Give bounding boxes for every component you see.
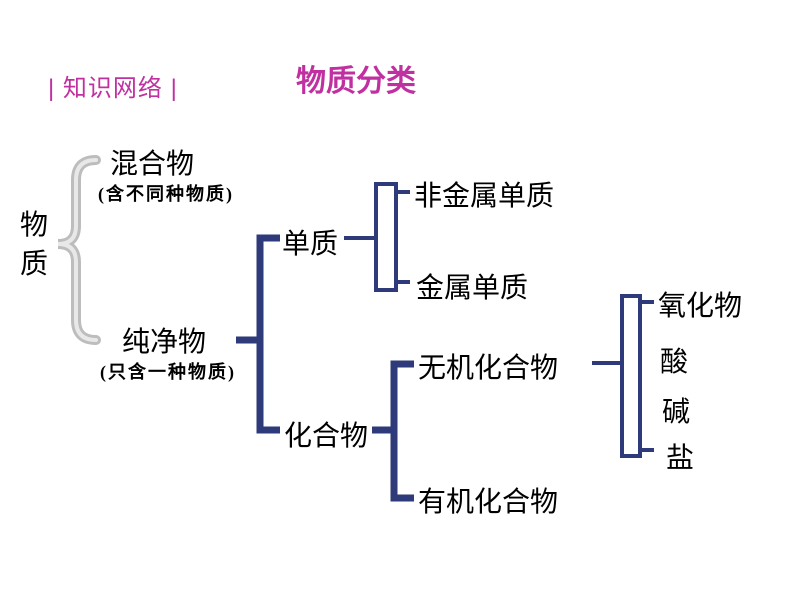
bracket-compound xyxy=(394,364,414,498)
node-mixture: 混合物 xyxy=(110,142,194,182)
bracket-root-inner xyxy=(58,160,96,340)
header-label: | 知识网络 | xyxy=(48,68,178,103)
node-root-char2: 质 xyxy=(20,244,48,283)
node-nonmetal: 非金属单质 xyxy=(414,174,554,214)
node-pure: 纯净物 xyxy=(122,320,206,360)
node-oxide: 氧化物 xyxy=(658,284,742,324)
node-base: 碱 xyxy=(662,390,690,430)
node-root-char1: 物 xyxy=(20,205,48,244)
node-inorganic: 无机化合物 xyxy=(418,346,558,386)
page-title: 物质分类 xyxy=(296,56,416,100)
node-root: 物 质 xyxy=(20,205,48,283)
bracket-root-outer xyxy=(58,160,96,340)
header-bar-left: | xyxy=(48,75,55,102)
node-metal: 金属单质 xyxy=(416,266,528,306)
bracket-pure xyxy=(260,238,280,430)
header-bar-right: | xyxy=(171,75,178,102)
bracket-inorganic-rect xyxy=(622,296,640,456)
node-salt: 盐 xyxy=(666,436,694,476)
node-acid: 酸 xyxy=(660,340,688,380)
node-compound: 化合物 xyxy=(284,414,368,454)
node-pure-note: (只含一种物质) xyxy=(100,358,236,384)
header-text: 知识网络 xyxy=(63,75,163,102)
node-mixture-note: (含不同种物质) xyxy=(98,180,234,206)
bracket-element-rect xyxy=(376,184,396,290)
node-element: 单质 xyxy=(282,222,338,262)
node-organic: 有机化合物 xyxy=(418,480,558,520)
